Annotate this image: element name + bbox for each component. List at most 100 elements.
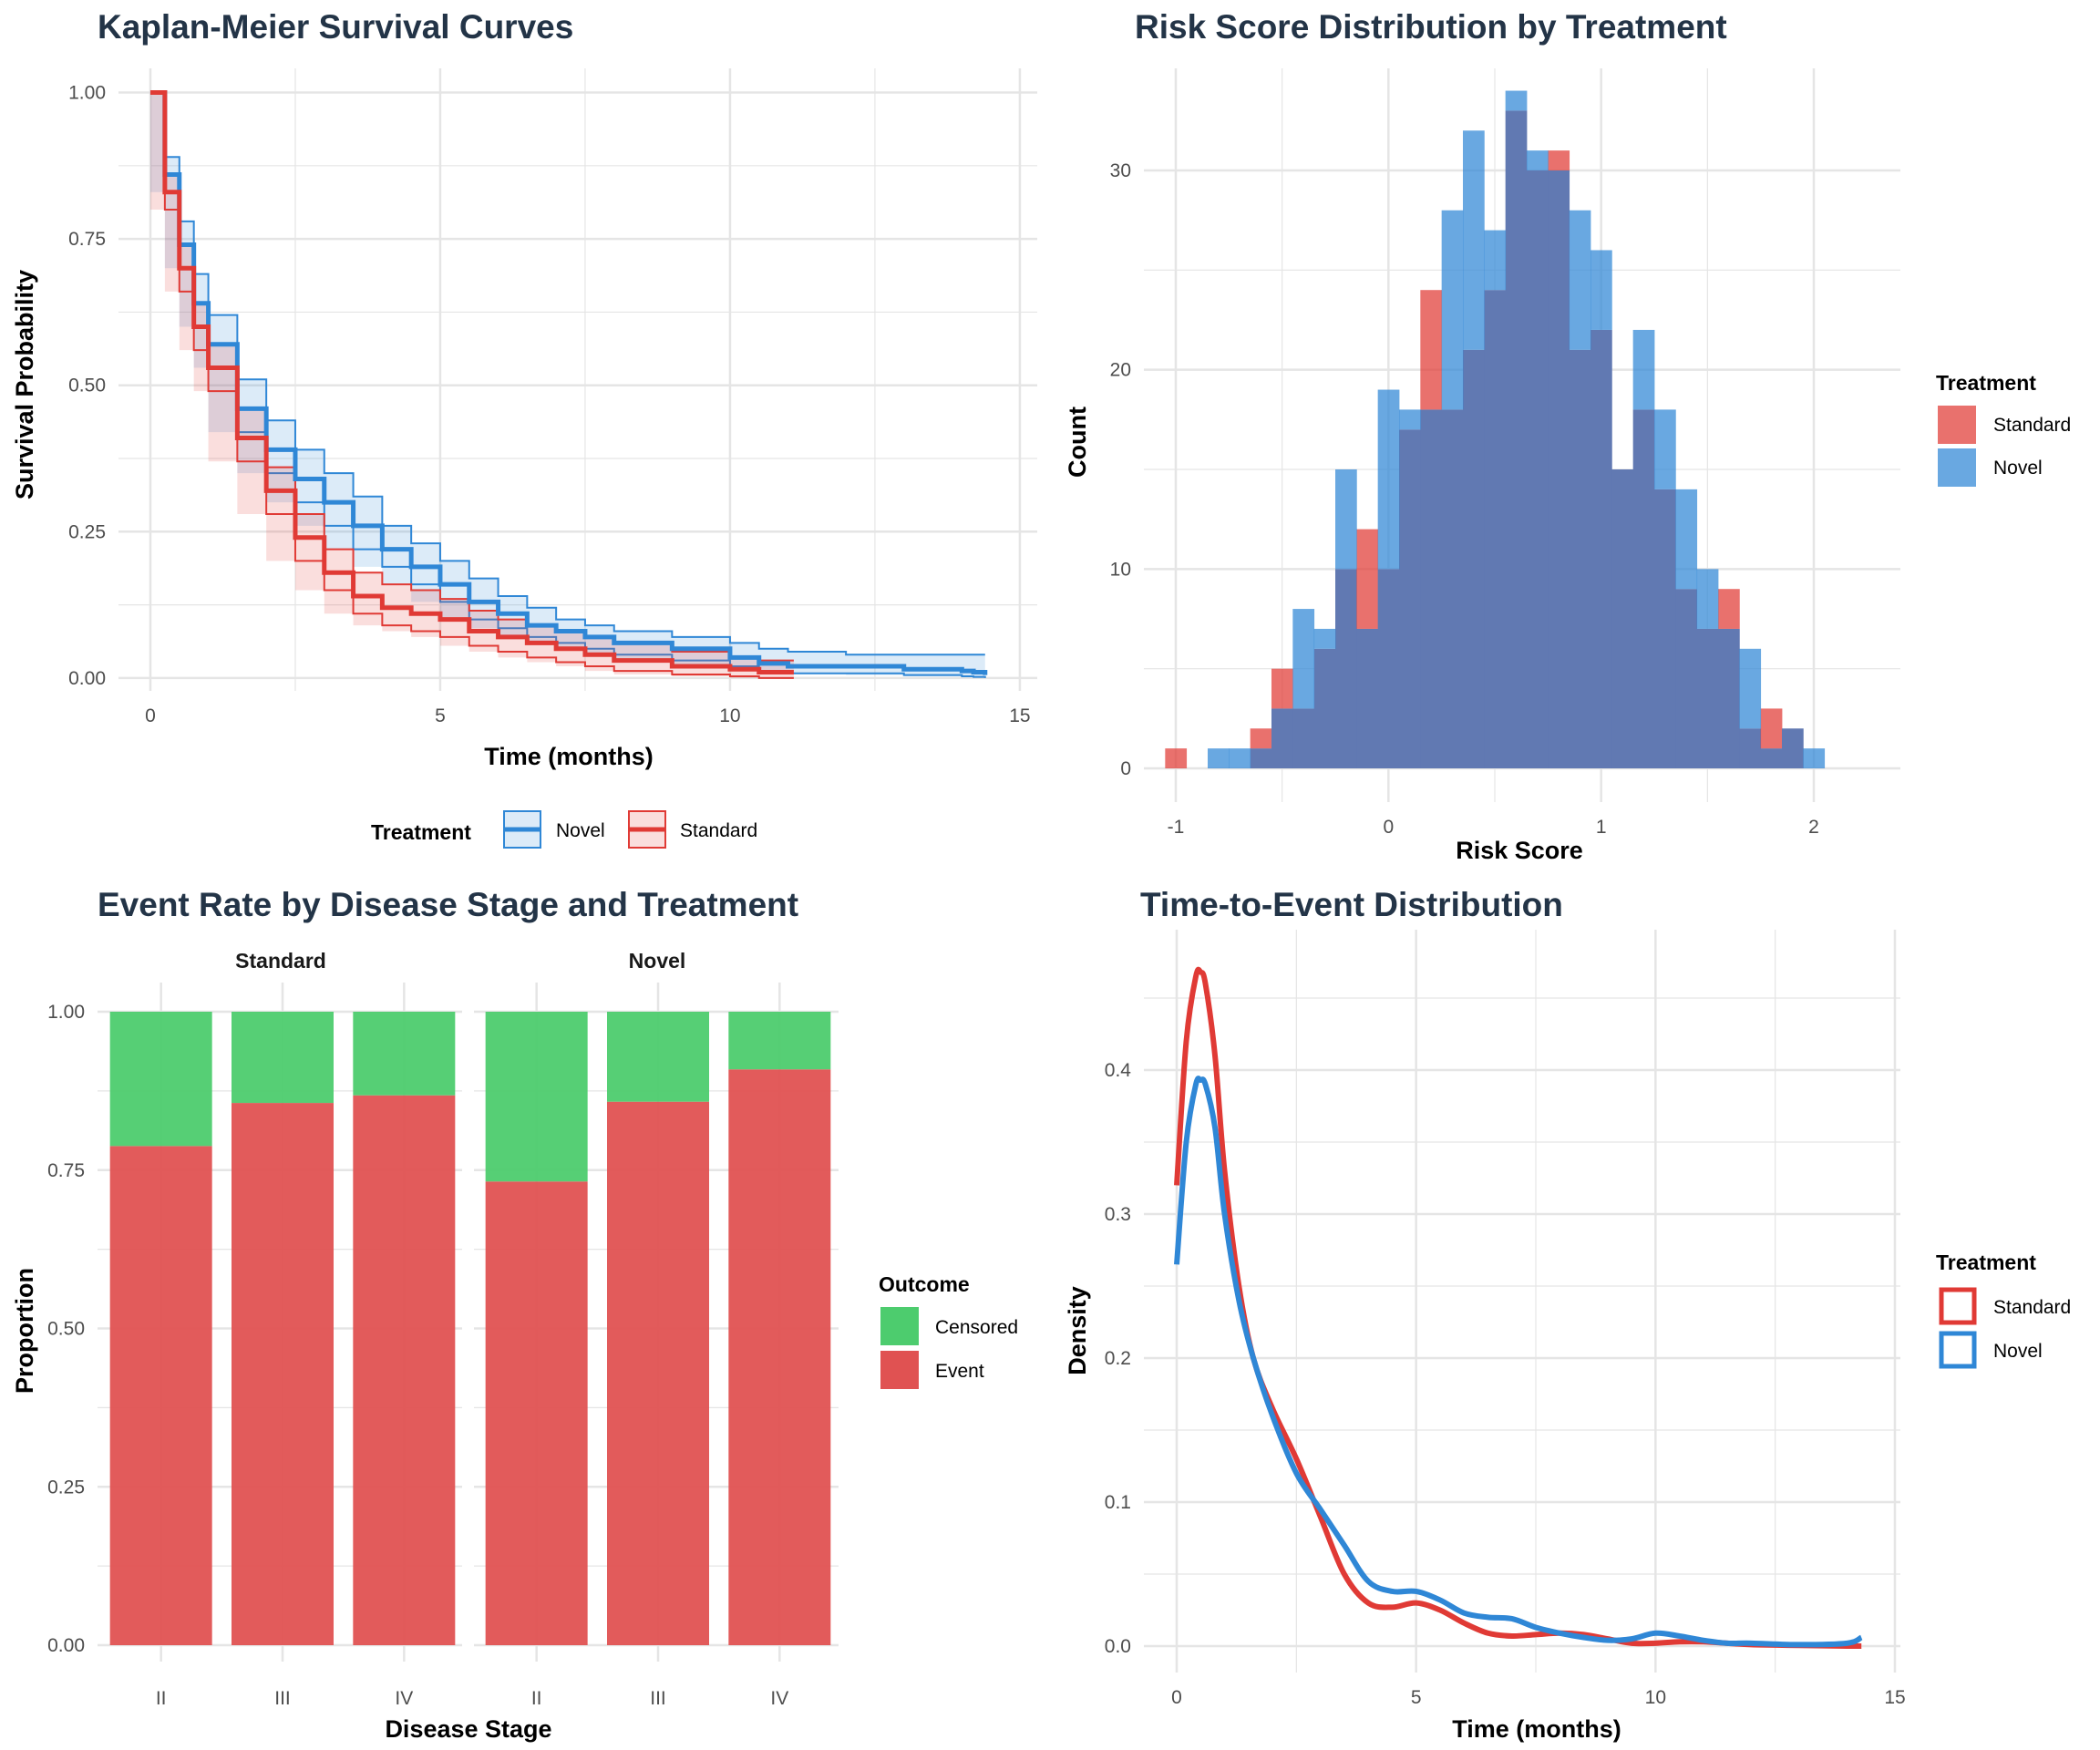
hist-y-tick-label: 0: [1120, 758, 1131, 779]
stage-legend-title: Outcome: [879, 1272, 970, 1296]
hist-bar-novel: [1313, 628, 1336, 649]
density-line-novel: [1174, 1076, 1863, 1648]
hist-bar-overlap: [1313, 648, 1336, 768]
km-x-tick-label: 0: [145, 705, 156, 726]
stage-strip-standard: Standard: [235, 949, 326, 973]
density-x-tick-label: 15: [1884, 1687, 1905, 1708]
hist-y-tick-label: 20: [1110, 360, 1131, 381]
hist-bar-overlap: [1527, 170, 1549, 768]
stage-legend-label-censored: Censored: [935, 1317, 1018, 1338]
hist-bar-standard: [1420, 290, 1443, 410]
density-y-tick-label: 0.1: [1105, 1492, 1131, 1513]
density-legend: Treatment Standard Novel: [1936, 1251, 2071, 1369]
hist-x-tick-label: 1: [1596, 817, 1607, 838]
km-line-standard: [149, 90, 794, 674]
density-y-tick-label: 0.3: [1105, 1204, 1131, 1225]
hist-bar-overlap: [1696, 628, 1719, 768]
hist-bar-novel: [1208, 748, 1230, 768]
stage-legend-swatch-event: [880, 1351, 919, 1389]
km-legend-label-novel: Novel: [556, 820, 605, 841]
hist-bar-novel: [1590, 250, 1612, 330]
density-y-tick-label: 0.2: [1105, 1348, 1131, 1369]
hist-bar-overlap: [1611, 469, 1634, 768]
hist-bar-overlap: [1335, 569, 1357, 768]
density-y-tick-label: 0.0: [1105, 1636, 1131, 1657]
hist-bar-overlap: [1356, 628, 1379, 768]
km-x-ticks: 0 5 10 15: [145, 705, 1030, 726]
hist-bar-overlap: [1292, 708, 1315, 768]
stage-bar-censored: [232, 1012, 334, 1104]
density-title: Time-to-Event Distribution: [1140, 886, 1563, 923]
density-legend-label-novel: Novel: [1993, 1341, 2043, 1362]
stage-y-tick-label: 0.50: [47, 1319, 85, 1340]
stage-x-tick-label: III: [274, 1688, 291, 1709]
hist-bar-standard: [1165, 748, 1188, 768]
density-y-axis-label: Density: [1064, 1286, 1091, 1375]
hist-bar-novel: [1569, 210, 1591, 350]
hist-bar-overlap: [1718, 628, 1740, 768]
hist-bars-standard: [1165, 110, 1804, 768]
density-legend-title: Treatment: [1936, 1251, 2036, 1274]
hist-bar-novel: [1229, 748, 1251, 768]
hist-bar-overlap: [1399, 429, 1421, 768]
density-lines: [1174, 966, 1863, 1650]
density-x-ticks: 0 5 10 15: [1171, 1687, 1906, 1708]
hist-bar-novel: [1335, 469, 1357, 570]
hist-bar-overlap: [1654, 489, 1676, 768]
stage-bar-censored: [485, 1012, 588, 1182]
density-line-standard: [1174, 966, 1862, 1650]
stage-title: Event Rate by Disease Stage and Treatmen…: [98, 886, 798, 923]
km-y-tick-label: 0.75: [68, 229, 106, 250]
density-gridlines: [1144, 930, 1900, 1673]
hist-legend-title: Treatment: [1936, 371, 2036, 395]
stage-bar-event: [109, 1146, 212, 1645]
hist-bar-overlap: [1250, 748, 1272, 768]
hist-x-tick-label: 0: [1383, 817, 1394, 838]
hist-bar-standard: [1760, 708, 1783, 749]
km-legend: Treatment Novel Standard: [371, 810, 757, 849]
stage-bar-event: [353, 1095, 456, 1645]
km-y-ticks: 0.00 0.25 0.50 0.75 1.00: [68, 83, 106, 689]
hist-x-tick-label: -1: [1168, 817, 1185, 838]
stage-bar-event: [485, 1181, 588, 1645]
stage-y-tick-label: 0.25: [47, 1477, 85, 1498]
km-y-tick-label: 0.50: [68, 376, 106, 396]
km-legend-title: Treatment: [371, 820, 471, 844]
stage-y-tick-label: 1.00: [47, 1002, 85, 1023]
hist-bar-novel: [1463, 130, 1485, 350]
density-x-axis-label: Time (months): [1452, 1715, 1621, 1743]
stage-panel: Event Rate by Disease Stage and Treatmen…: [11, 886, 1018, 1743]
hist-y-ticks: 0 10 20 30: [1110, 160, 1131, 779]
hist-x-tick-label: 2: [1808, 817, 1819, 838]
hist-bar-standard: [1250, 728, 1272, 749]
density-x-tick-label: 5: [1411, 1687, 1422, 1708]
hist-bar-novel: [1696, 569, 1719, 629]
hist-bar-overlap: [1377, 569, 1400, 768]
hist-bar-standard: [1271, 668, 1293, 709]
stage-bars: [109, 1012, 831, 1645]
stage-y-tick-label: 0.00: [47, 1635, 85, 1656]
km-legend-key-novel: [503, 810, 541, 849]
hist-bar-overlap: [1632, 409, 1655, 768]
km-y-axis-label: Survival Probability: [11, 270, 38, 499]
stage-y-tick-label: 0.75: [47, 1160, 85, 1181]
hist-bar-overlap: [1484, 290, 1507, 768]
stage-x-tick-label: II: [156, 1688, 167, 1709]
hist-x-axis-label: Risk Score: [1456, 837, 1583, 864]
hist-bar-novel: [1632, 329, 1655, 410]
hist-title: Risk Score Distribution by Treatment: [1135, 8, 1727, 46]
stage-legend-label-event: Event: [935, 1361, 984, 1382]
hist-bar-overlap: [1760, 748, 1783, 768]
stage-legend: Outcome Censored Event: [879, 1272, 1018, 1389]
stage-strip-novel: Novel: [629, 949, 686, 973]
hist-bar-standard: [1548, 150, 1570, 170]
hist-bar-novel: [1654, 409, 1676, 489]
density-x-tick-label: 10: [1645, 1687, 1666, 1708]
hist-bar-novel: [1527, 150, 1549, 170]
hist-bar-novel: [1399, 409, 1421, 430]
density-legend-swatch-novel: [1939, 1331, 1977, 1369]
km-title: Kaplan-Meier Survival Curves: [98, 8, 573, 46]
km-x-tick-label: 10: [719, 705, 740, 726]
hist-bar-novel: [1292, 609, 1315, 709]
